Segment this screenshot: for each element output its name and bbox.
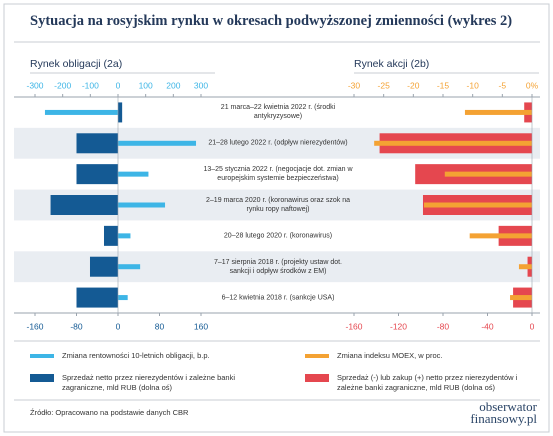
panel-title: Rynek obligacji (2a) (30, 58, 122, 70)
x2-tick-label: 160 (194, 321, 208, 331)
row-label: 7–17 sierpnia 2018 r. (projekty ustaw do… (213, 258, 343, 275)
bar (76, 133, 118, 154)
bar (118, 295, 128, 301)
bar (374, 140, 532, 146)
bar (118, 202, 166, 208)
bar (469, 233, 532, 239)
legend-swatch (305, 374, 329, 382)
row-label: 2–19 marca 2020 r. (koronawirus oraz szo… (206, 197, 350, 213)
logo-line: obserwator (479, 399, 537, 414)
bar (424, 202, 532, 208)
bar (510, 295, 532, 301)
x-tick-label: -15 (437, 80, 450, 90)
bar (518, 264, 532, 270)
bar (76, 164, 118, 185)
x-tick-label: 0% (526, 80, 539, 90)
x2-tick-label: -40 (481, 321, 494, 331)
x-tick-label: -20 (407, 80, 420, 90)
x-tick-label: -25 (378, 80, 391, 90)
logo-line: finansowy.pl (470, 411, 537, 426)
x2-tick-label: 0 (116, 321, 121, 331)
logo: obserwator finansowy.pl (470, 399, 537, 426)
bar (50, 195, 118, 215)
bar (89, 256, 118, 277)
bar (118, 233, 131, 239)
x-tick-label: -200 (54, 80, 71, 90)
x-tick-label: 0 (116, 80, 121, 90)
x-tick-label: -10 (467, 80, 480, 90)
legend-label: Zmiana indeksu MOEX, w proc. (337, 351, 443, 360)
bar (118, 102, 123, 123)
row-label: 21 marca–22 kwietnia 2022 r. (środki ant… (220, 104, 336, 121)
x2-tick-label: -160 (345, 321, 362, 331)
legend-swatch (305, 354, 329, 358)
x2-tick-label: 0 (530, 321, 535, 331)
bar (103, 225, 118, 246)
legend-swatch (30, 374, 54, 382)
x2-tick-label: 80 (155, 321, 165, 331)
x2-tick-label: -80 (70, 321, 83, 331)
x-tick-label: -5 (499, 80, 507, 90)
row-label: 21–28 lutego 2022 r. (odpływ nierezydent… (208, 139, 348, 147)
bar (118, 264, 141, 270)
panel-title: Rynek akcji (2b) (354, 58, 429, 70)
legend-label: Sprzedaż (-) lub zakup (+) netto przez n… (337, 373, 518, 392)
x2-tick-label: -120 (390, 321, 407, 331)
bar (444, 171, 532, 177)
x-tick-label: 200 (166, 80, 180, 90)
legend-label: Sprzedaż netto przez nierezydentów i zal… (62, 373, 236, 392)
x-tick-label: 100 (139, 80, 153, 90)
x-tick-label: -100 (82, 80, 99, 90)
legend-label: Zmiana rentowności 10-letnich obligacji,… (62, 351, 210, 360)
x-tick-label: -300 (26, 80, 43, 90)
x-tick-label: 300 (194, 80, 208, 90)
bar (76, 287, 118, 308)
row-label: 20–28 lutego 2020 r. (koronawirus) (223, 232, 333, 240)
frame (3, 3, 550, 433)
x2-tick-label: -160 (26, 321, 43, 331)
title: Sytuacja na rosyjskim rynku w okresach p… (30, 13, 513, 29)
bar (118, 171, 149, 177)
bar (464, 109, 532, 115)
x-tick-label: -30 (348, 80, 361, 90)
bar (44, 109, 118, 115)
bar (118, 140, 197, 146)
source: Źródło: Opracowano na podstawie danych C… (30, 408, 189, 417)
row-label: 6–12 kwietnia 2018 r. (sankcje USA) (221, 294, 335, 302)
x2-tick-label: -80 (437, 321, 450, 331)
row-label: 13–25 stycznia 2022 r. (negocjacje dot. … (203, 166, 353, 183)
legend-swatch (30, 354, 54, 358)
